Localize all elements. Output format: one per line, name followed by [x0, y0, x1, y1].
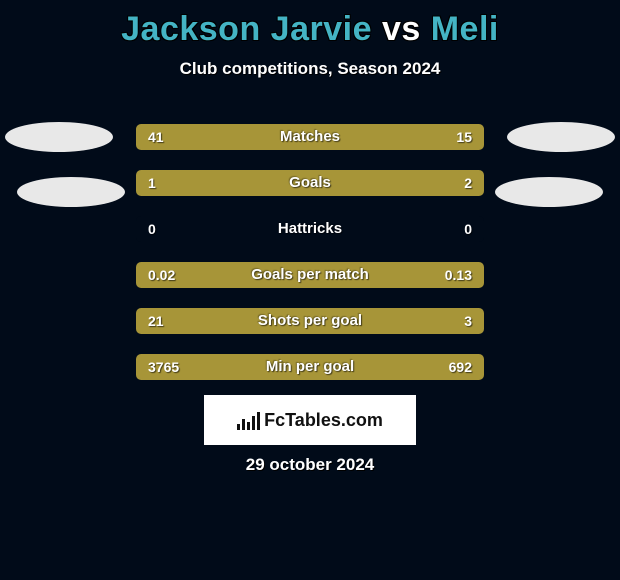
- stats-bars: 41 15 Matches 1 2 Goals 0 0 Hattricks 0.…: [136, 124, 484, 400]
- stat-bar-left: [136, 262, 178, 288]
- stat-bar-left: [136, 170, 240, 196]
- logo-chart-icon: [237, 410, 260, 430]
- stat-label: Hattricks: [136, 216, 484, 242]
- stat-bar-right: [240, 170, 484, 196]
- player1-portrait-placeholder: [5, 122, 113, 152]
- player2-name: Meli: [431, 10, 499, 48]
- fctables-logo: FcTables.com: [204, 395, 416, 445]
- player1-name: Jackson Jarvie: [121, 10, 372, 48]
- stat-row: 0 0 Hattricks: [136, 216, 484, 242]
- stat-bar-left: [136, 308, 404, 334]
- stat-bar-left: [136, 354, 380, 380]
- stat-row: 41 15 Matches: [136, 124, 484, 150]
- stat-bar-right: [380, 124, 484, 150]
- stat-row: 0.02 0.13 Goals per match: [136, 262, 484, 288]
- stat-bar-right: [380, 354, 484, 380]
- stat-bar-right: [178, 262, 484, 288]
- vs-text: vs: [382, 10, 421, 48]
- stat-row: 3765 692 Min per goal: [136, 354, 484, 380]
- date-text: 29 october 2024: [0, 455, 620, 475]
- player1-portrait-placeholder-2: [17, 177, 125, 207]
- stat-value-left: 0: [148, 216, 156, 242]
- stat-row: 1 2 Goals: [136, 170, 484, 196]
- player2-portrait-placeholder: [507, 122, 615, 152]
- subtitle: Club competitions, Season 2024: [0, 59, 620, 79]
- stat-row: 21 3 Shots per goal: [136, 308, 484, 334]
- stat-value-right: 0: [464, 216, 472, 242]
- player2-portrait-placeholder-2: [495, 177, 603, 207]
- stat-bar-left: [136, 124, 380, 150]
- stat-bar-right: [404, 308, 484, 334]
- comparison-title: Jackson Jarvie vs Meli: [0, 0, 620, 49]
- logo-text: FcTables.com: [264, 410, 383, 431]
